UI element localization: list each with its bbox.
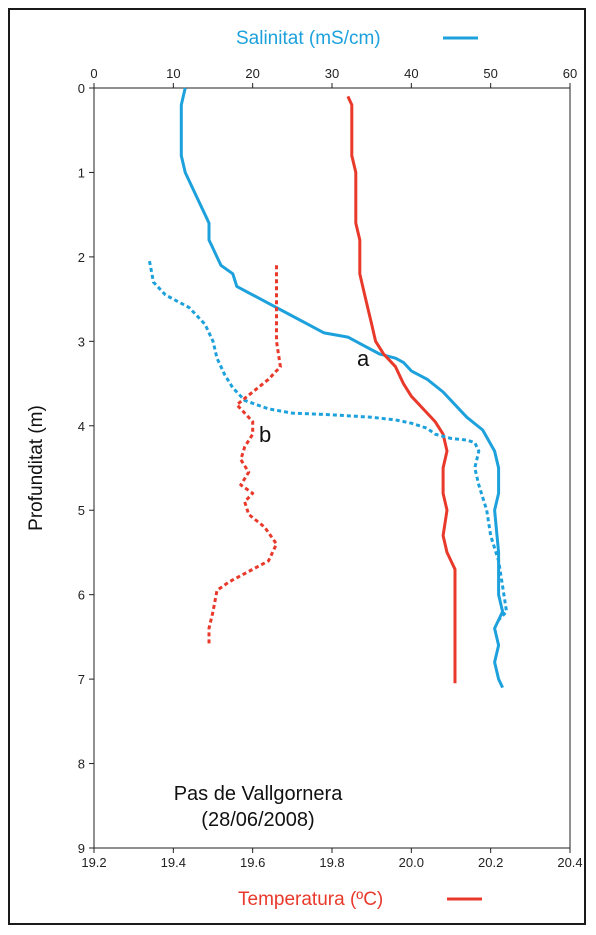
y-axis-label: Profunditat (m) — [26, 405, 47, 531]
profile-b-label: b — [259, 422, 271, 447]
depth-tick-label: 5 — [78, 503, 85, 518]
station-date: (28/06/2008) — [201, 809, 314, 831]
depth-tick-label: 7 — [78, 672, 85, 687]
depth-tick-label: 8 — [78, 757, 85, 772]
salinity-legend-label: Salinitat (mS/cm) — [236, 28, 381, 49]
series-layer — [148, 87, 508, 689]
bottom-axis-ticks: 19.2 19.4 19.6 19.8 20.0 20.2 20.4 — [81, 848, 583, 870]
top-tick-label: 50 — [483, 66, 497, 81]
top-tick-label: 0 — [90, 66, 97, 81]
depth-tick-label: 4 — [78, 419, 85, 434]
bottom-tick-label: 20.4 — [557, 855, 582, 870]
top-tick-label: 20 — [245, 66, 259, 81]
depth-tick-label: 3 — [78, 334, 85, 349]
bottom-tick-label: 19.4 — [161, 855, 186, 870]
top-tick-label: 60 — [563, 66, 577, 81]
top-tick-label: 30 — [325, 66, 339, 81]
salinity-profile-b-line — [148, 260, 508, 622]
depth-tick-label: 6 — [78, 588, 85, 603]
depth-tick-label: 1 — [78, 165, 85, 180]
bottom-tick-label: 19.8 — [319, 855, 344, 870]
figure-frame — [8, 8, 586, 925]
temperature-profile-a-line — [346, 95, 457, 684]
left-axis-ticks: 0 1 2 3 4 5 6 7 8 9 — [78, 81, 94, 856]
temperature-profile-b-line — [207, 265, 282, 646]
bottom-tick-label: 19.6 — [240, 855, 265, 870]
bottom-tick-label: 20.0 — [399, 855, 424, 870]
depth-tick-label: 9 — [78, 841, 85, 856]
top-tick-label: 40 — [404, 66, 418, 81]
temperature-legend-label: Temperatura (ºC) — [238, 889, 383, 910]
station-name: Pas de Vallgornera — [174, 783, 344, 805]
bottom-tick-label: 19.2 — [81, 855, 106, 870]
depth-tick-label: 0 — [78, 81, 85, 96]
top-axis-ticks: 0 10 20 30 40 50 60 — [90, 66, 577, 88]
profile-a-label: a — [357, 346, 370, 371]
top-tick-label: 10 — [166, 66, 180, 81]
bottom-tick-label: 20.2 — [478, 855, 503, 870]
depth-tick-label: 2 — [78, 250, 85, 265]
